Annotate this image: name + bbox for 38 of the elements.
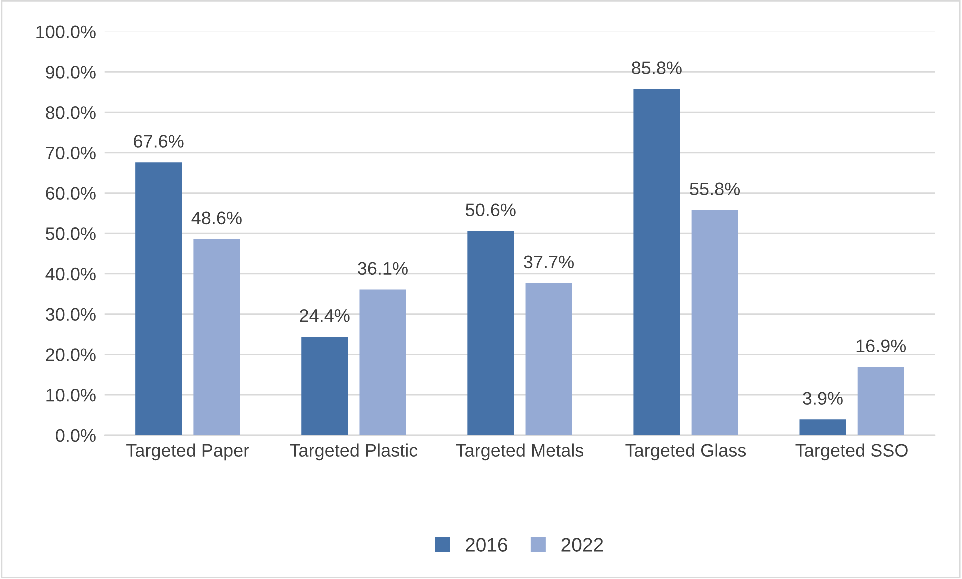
data-label: 37.7% bbox=[524, 256, 574, 269]
bar bbox=[800, 420, 846, 436]
y-tick-label: 100.0% bbox=[36, 26, 96, 39]
data-label: 24.4% bbox=[300, 309, 350, 322]
bar bbox=[194, 239, 240, 436]
bar bbox=[360, 290, 406, 436]
data-label: 16.9% bbox=[856, 340, 906, 353]
x-tick-label: Targeted Paper bbox=[126, 444, 250, 461]
y-tick-label: 70.0% bbox=[46, 146, 96, 160]
data-label: 3.9% bbox=[803, 392, 843, 405]
data-label: 55.8% bbox=[690, 182, 740, 196]
x-tick-label: Targeted SSO bbox=[796, 444, 908, 461]
y-tick-label: 10.0% bbox=[46, 388, 96, 402]
data-label: 67.6% bbox=[134, 135, 184, 148]
bar bbox=[858, 367, 904, 436]
y-tick-label: 40.0% bbox=[46, 268, 96, 281]
x-tick-label: Targeted Glass bbox=[626, 444, 746, 461]
y-tick-label: 20.0% bbox=[46, 348, 96, 362]
y-tick-label: 60.0% bbox=[46, 187, 96, 200]
data-label: 85.8% bbox=[632, 62, 682, 74]
bar bbox=[692, 210, 738, 436]
y-tick-label: 30.0% bbox=[46, 308, 96, 322]
x-tick-label: Targeted Plastic bbox=[290, 444, 418, 461]
legend-label: 2016 bbox=[466, 538, 508, 552]
data-label: 48.6% bbox=[192, 212, 242, 225]
bar bbox=[526, 283, 572, 436]
data-label: 50.6% bbox=[466, 204, 516, 217]
bar bbox=[634, 89, 680, 436]
x-tick-label: Targeted Metals bbox=[456, 444, 584, 461]
data-label: 36.1% bbox=[358, 262, 408, 276]
y-tick-label: 0.0% bbox=[56, 429, 96, 442]
bar bbox=[136, 162, 182, 436]
bar bbox=[302, 336, 348, 436]
legend-label: 2022 bbox=[562, 538, 604, 552]
y-tick-label: 50.0% bbox=[46, 228, 96, 240]
y-tick-label: 80.0% bbox=[46, 106, 96, 120]
bar bbox=[468, 231, 514, 436]
y-tick-label: 90.0% bbox=[46, 66, 96, 79]
